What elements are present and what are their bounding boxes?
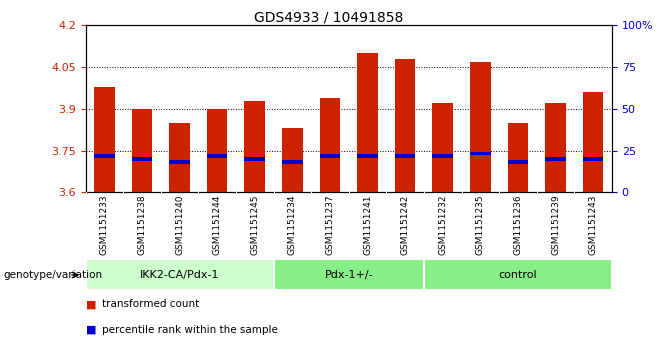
Text: GSM1151235: GSM1151235 [476,194,485,255]
Bar [244,157,265,161]
Text: GSM1151243: GSM1151243 [589,194,597,255]
Bar [169,160,190,164]
Bar [207,154,228,158]
Text: IKK2-CA/Pdx-1: IKK2-CA/Pdx-1 [139,270,219,280]
Text: ■: ■ [86,325,96,335]
Bar [470,152,491,155]
Text: GSM1151233: GSM1151233 [100,194,109,255]
Text: ■: ■ [86,299,96,310]
Text: GSM1151232: GSM1151232 [438,194,447,255]
Bar [432,154,453,158]
Text: percentile rank within the sample: percentile rank within the sample [102,325,278,335]
Text: control: control [499,270,537,280]
Text: GSM1151239: GSM1151239 [551,194,560,255]
Bar [282,129,303,192]
Text: Pdx-1+/-: Pdx-1+/- [324,270,373,280]
Text: GSM1151237: GSM1151237 [326,194,334,255]
Bar [94,87,114,192]
Bar [424,260,612,290]
Bar [470,62,491,192]
Bar [94,154,114,158]
Text: GSM1151245: GSM1151245 [250,194,259,255]
Bar [207,109,228,192]
Bar [395,154,415,158]
Bar [507,123,528,192]
Text: transformed count: transformed count [102,299,199,310]
Bar [395,59,415,192]
Bar [357,53,378,192]
Text: GSM1151240: GSM1151240 [175,194,184,255]
Bar [545,103,566,192]
Bar [432,103,453,192]
Bar [282,160,303,164]
Text: GSM1151244: GSM1151244 [213,194,222,255]
Text: GSM1151238: GSM1151238 [138,194,147,255]
Bar [507,160,528,164]
Text: GSM1151236: GSM1151236 [513,194,522,255]
Bar [169,123,190,192]
Bar [545,157,566,161]
Text: genotype/variation: genotype/variation [3,270,103,280]
Bar [86,260,274,290]
Text: GSM1151234: GSM1151234 [288,194,297,255]
Bar [274,260,424,290]
Bar [357,154,378,158]
Bar [583,92,603,192]
Bar [320,98,340,192]
Text: GSM1151242: GSM1151242 [401,194,410,255]
Bar [244,101,265,192]
Bar [320,154,340,158]
Bar [583,157,603,161]
Bar [132,109,152,192]
Text: GSM1151241: GSM1151241 [363,194,372,255]
Text: GDS4933 / 10491858: GDS4933 / 10491858 [254,11,404,25]
Bar [132,157,152,161]
